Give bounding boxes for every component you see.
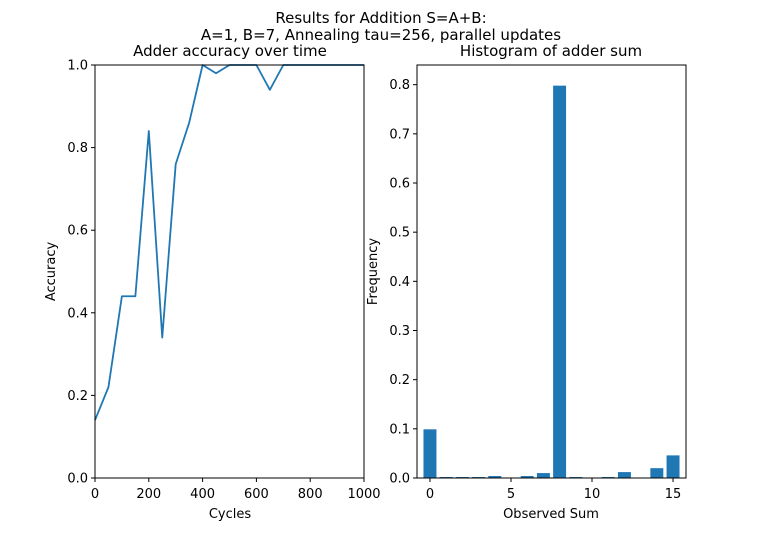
- y-tick-label: 0.6: [389, 177, 410, 192]
- histogram-bar: [553, 85, 567, 479]
- y-tick-label: 0.3: [389, 324, 410, 339]
- x-tick-label: 600: [244, 487, 269, 502]
- y-tick-label: 0.1: [389, 422, 410, 437]
- accuracy-chart-xlabel: Cycles: [209, 507, 252, 522]
- y-tick-label: 0.8: [67, 141, 88, 156]
- histogram-bar: [423, 429, 437, 478]
- y-tick-label: 0.8: [389, 78, 410, 93]
- accuracy-chart: Adder accuracy over time 0.0 0.2 0.4 0.6 0.8…: [44, 42, 381, 522]
- sum-histogram-xlabel: Observed Sum: [503, 507, 599, 522]
- accuracy-chart-frame: [94, 64, 365, 479]
- x-tick-label: 1000: [347, 487, 380, 502]
- x-tick-label: 0: [91, 487, 99, 502]
- figure-suptitle-line2: A=1, B=7, Annealing tau=256, parallel up…: [201, 26, 561, 44]
- accuracy-chart-plot: 0.0 0.2 0.4 0.6 0.8 1.0 0 200 400 600 800 1000: [67, 59, 380, 503]
- y-tick-label: 0.0: [389, 472, 410, 487]
- histogram-bar: [666, 455, 680, 478]
- sum-histogram-frame: [416, 64, 687, 479]
- y-tick-label: 0.2: [67, 389, 88, 404]
- sum-histogram-chart: Histogram of adder sum 0.00.10.20.30.40.…: [366, 42, 687, 522]
- x-tick-label: 400: [190, 487, 215, 502]
- y-tick-label: 1.0: [67, 59, 88, 74]
- x-tick-label: 800: [298, 487, 323, 502]
- x-tick-label: 0: [426, 487, 434, 502]
- accuracy-chart-title: Adder accuracy over time: [133, 42, 327, 60]
- y-tick-label: 0.5: [389, 226, 410, 241]
- histogram-bar: [650, 468, 664, 478]
- accuracy-chart-ylabel: Accuracy: [44, 242, 59, 302]
- histogram-bar: [488, 476, 502, 478]
- y-tick-label: 0.4: [389, 275, 410, 290]
- sum-histogram-title: Histogram of adder sum: [460, 42, 642, 60]
- y-tick-label: 0.6: [67, 224, 88, 239]
- x-tick-label: 200: [136, 487, 161, 502]
- figure-suptitle-line1: Results for Addition S=A+B:: [275, 9, 486, 27]
- histogram-bar: [520, 476, 534, 478]
- y-tick-label: 0.2: [389, 373, 410, 388]
- x-tick-label: 15: [665, 487, 682, 502]
- histogram-bar: [617, 472, 631, 478]
- y-tick-label: 0.4: [67, 306, 88, 321]
- x-tick-label: 5: [507, 487, 515, 502]
- sum-histogram-plot: 0.0 0.1 0.2 0.3 0.4 0.5 0.6 0.7 0.8 0 5 10 15: [389, 78, 681, 502]
- sum-histogram-ylabel: Frequency: [366, 238, 381, 305]
- x-tick-label: 10: [584, 487, 601, 502]
- histogram-bar: [536, 473, 550, 478]
- y-tick-label: 0.0: [67, 472, 88, 487]
- y-tick-label: 0.7: [389, 127, 410, 142]
